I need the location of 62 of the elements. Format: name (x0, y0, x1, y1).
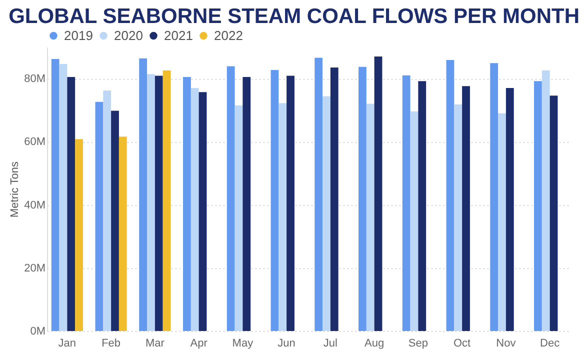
legend-label: 2021 (164, 28, 193, 43)
bar (446, 60, 454, 331)
x-tick-label: May (232, 338, 254, 350)
bar (410, 111, 418, 331)
bar (506, 88, 514, 331)
bar (418, 81, 426, 331)
x-tick-label: Sep (408, 338, 428, 350)
bar (242, 76, 251, 331)
bar (550, 96, 558, 331)
bar (490, 63, 498, 331)
bar (330, 68, 338, 331)
bar (278, 103, 287, 331)
bar (314, 58, 323, 331)
bar (75, 139, 83, 331)
bar (226, 66, 235, 331)
bar (542, 70, 550, 331)
bar (498, 113, 506, 331)
bar (111, 110, 119, 331)
bar (198, 92, 207, 331)
bar (286, 76, 294, 331)
y-tick-label: 80M (24, 73, 46, 86)
y-tick-label: 0M (30, 326, 46, 338)
bar (95, 102, 104, 331)
x-tick-label: Jan (58, 338, 76, 350)
bar (374, 56, 382, 331)
y-tick-label: 20M (24, 262, 46, 274)
bar (147, 74, 155, 331)
bar (118, 136, 127, 331)
bar (154, 76, 163, 331)
y-axis-title: Metric Tons (9, 160, 22, 218)
bar (59, 64, 68, 331)
x-tick-label: Dec (540, 338, 560, 350)
x-tick-label: Feb (102, 338, 121, 350)
bar (190, 88, 199, 331)
bar (358, 66, 366, 331)
x-tick-label: Jun (278, 338, 296, 350)
x-tick-label: Apr (190, 338, 208, 350)
legend-label: 2020 (114, 28, 143, 43)
x-tick-label: Aug (364, 338, 384, 350)
bar (402, 75, 410, 331)
bar (534, 81, 542, 331)
y-tick-label: 60M (24, 136, 46, 148)
y-tick-label: 40M (24, 199, 46, 212)
bar (322, 96, 330, 331)
bar (270, 70, 279, 331)
bar (462, 86, 470, 331)
x-tick-label: Mar (145, 338, 165, 350)
x-tick-label: Oct (454, 338, 471, 350)
chart-title: GLOBAL SEABORNE STEAM COAL FLOWS PER MONTH (8, 5, 580, 28)
legend-label: 2019 (64, 28, 93, 43)
bar (454, 104, 462, 331)
bar (366, 104, 374, 331)
bar (103, 90, 112, 331)
bar (51, 58, 60, 331)
x-tick-label: Nov (496, 338, 516, 350)
bar (183, 76, 191, 331)
bar (234, 105, 243, 331)
bar (162, 70, 171, 331)
legend-label: 2022 (214, 28, 243, 43)
bar (67, 76, 76, 331)
bar (139, 58, 148, 331)
x-tick-label: Jul (323, 338, 338, 350)
